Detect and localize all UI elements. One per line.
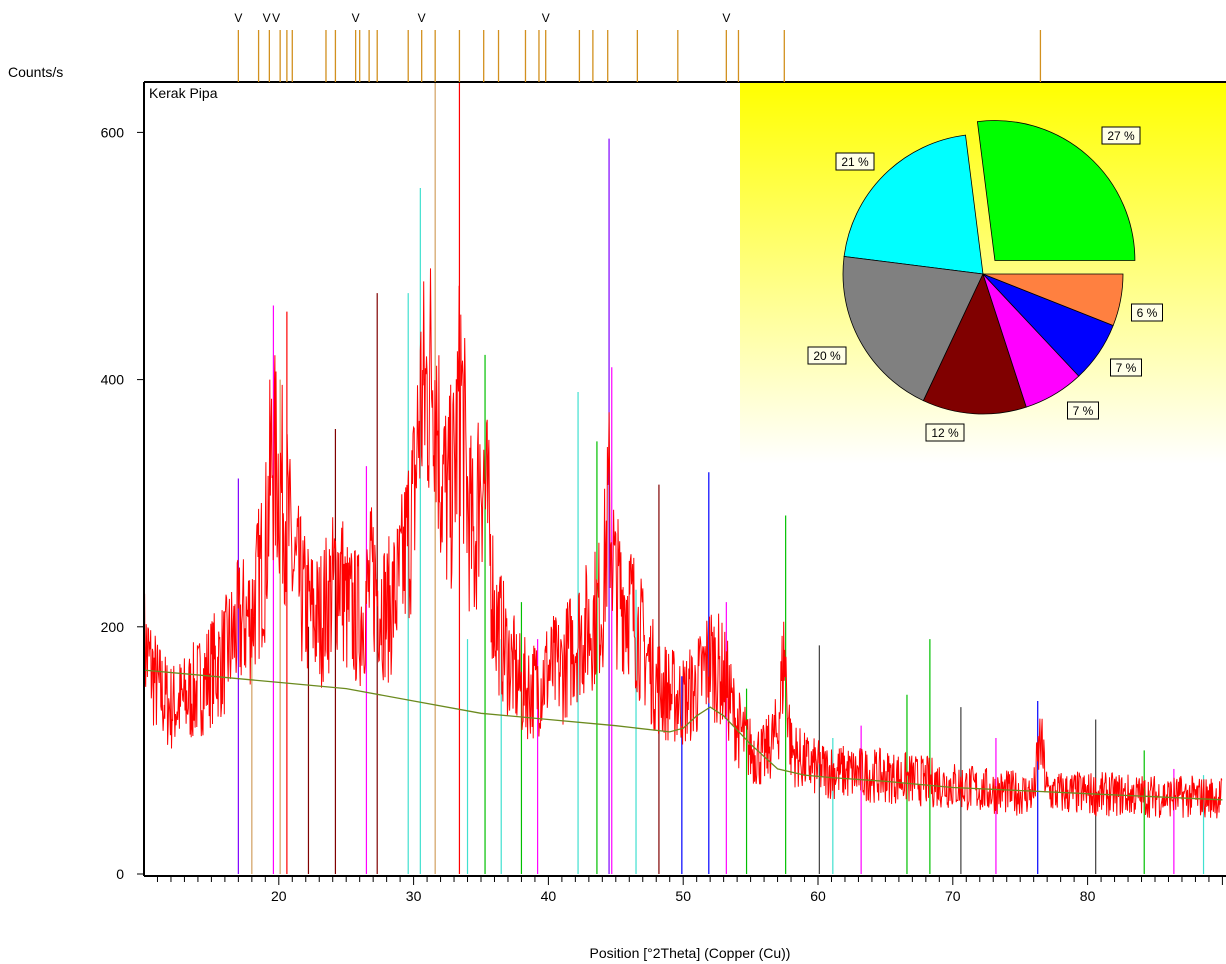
- pie-slice-label: 20 %: [813, 349, 841, 363]
- x-tick-label: 40: [541, 888, 557, 904]
- y-axis-label: Counts/s: [8, 64, 63, 80]
- reference-marker: V: [418, 11, 426, 25]
- reference-peak-bars: [237, 82, 1205, 874]
- x-tick-label: 30: [406, 888, 422, 904]
- pie-slice-label: 21 %: [841, 155, 869, 169]
- pie-label-box: [835, 152, 875, 171]
- pie-label-box: [925, 423, 965, 442]
- reference-marker: V: [352, 11, 360, 25]
- y-tick-label: 0: [116, 866, 124, 882]
- reference-marker: V: [234, 11, 242, 25]
- reference-marker: V: [272, 11, 280, 25]
- pie-label-box: [1101, 126, 1141, 145]
- pie-label-box: [1110, 358, 1142, 377]
- x-axis-label: Position [°2Theta] (Copper (Cu)): [590, 945, 791, 961]
- x-tick-label: 50: [675, 888, 691, 904]
- y-tick-label: 200: [101, 619, 125, 635]
- x-tick-label: 70: [945, 888, 961, 904]
- x-minor-ticks: [156, 876, 1223, 885]
- reference-marker: V: [722, 11, 730, 25]
- pie-label-box: [1067, 401, 1099, 420]
- x-tick-label: 60: [810, 888, 826, 904]
- pie-slice: [842, 256, 984, 402]
- pie-slice-label: 27 %: [1107, 129, 1135, 143]
- pie-slice-label: 6 %: [1137, 306, 1158, 320]
- plot-title: Kerak Pipa: [149, 85, 218, 101]
- pie-slice: [976, 120, 1136, 261]
- reference-marker: V: [263, 11, 271, 25]
- y-tick-labels: 0 200 400 600: [101, 124, 144, 882]
- pie-inset: 27 % 21 % 20 % 12 % 7 % 7 % 6 %: [807, 120, 1163, 442]
- pie-label-box: [807, 346, 847, 365]
- y-tick-label: 600: [101, 124, 125, 140]
- background-line: [144, 669, 1223, 801]
- x-tick-labels: 20 30 40 50 60 70 80: [271, 888, 1096, 904]
- x-tick-label: 80: [1080, 888, 1096, 904]
- pie-slice: [843, 134, 984, 275]
- pie-slice: [982, 273, 1124, 327]
- scan-series: [144, 268, 1223, 819]
- pie-slice-label: 12 %: [931, 426, 959, 440]
- scan-line: [144, 268, 1223, 819]
- pie-label-box: [1131, 303, 1163, 322]
- pie-slice: [922, 272, 1027, 415]
- reference-marker: V: [542, 11, 550, 25]
- y-tick-label: 400: [101, 372, 125, 388]
- pie-slice-label: 7 %: [1073, 404, 1094, 418]
- x-tick-label: 20: [271, 888, 287, 904]
- pie-slice-label: 7 %: [1116, 361, 1137, 375]
